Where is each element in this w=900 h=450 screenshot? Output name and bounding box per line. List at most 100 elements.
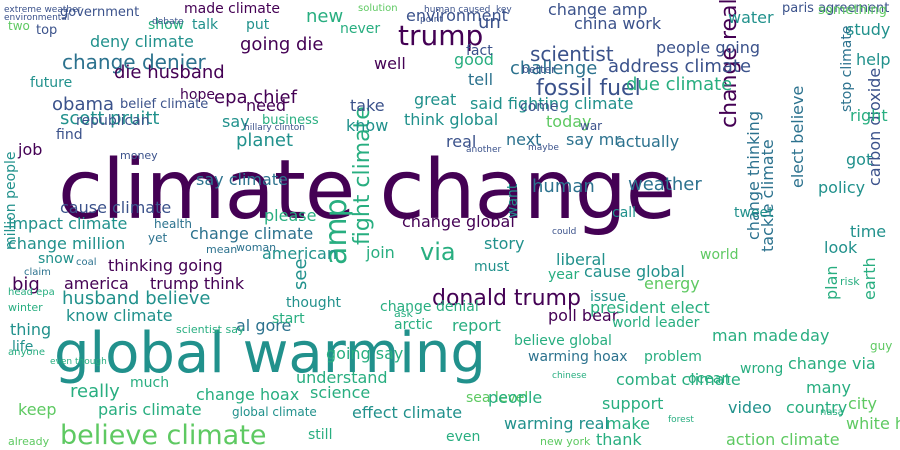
word-business: business xyxy=(262,113,319,128)
word-water: water xyxy=(728,8,774,27)
word-change-climate: change climate xyxy=(190,224,314,243)
word-much: much xyxy=(130,375,170,391)
word-say: say xyxy=(222,112,250,131)
word-keep: keep xyxy=(18,400,57,419)
word-arctic: arctic xyxy=(394,317,433,333)
word-real: real xyxy=(446,132,477,151)
word-think-global: think global xyxy=(404,110,499,129)
word-need: need xyxy=(246,96,286,115)
word-world: world xyxy=(700,247,739,263)
word-going-say: going say xyxy=(326,344,404,363)
word-global-warming: global warming xyxy=(54,321,486,386)
word-weather: weather xyxy=(628,174,702,195)
word-environmental: environmental xyxy=(4,13,70,23)
word-un: un xyxy=(478,12,501,33)
word-due-climate: due climate xyxy=(626,74,733,95)
word-say-climate: say climate xyxy=(196,170,288,189)
word-poll-bear: poll bear xyxy=(548,306,619,325)
word-risk: risk xyxy=(840,275,860,288)
word-great: great xyxy=(414,90,457,109)
word-die-husband: die husband xyxy=(114,62,225,83)
word-life: life xyxy=(12,339,34,355)
word-help: help xyxy=(856,50,891,69)
word-snow: snow xyxy=(38,251,75,267)
word-paris-climate: paris climate xyxy=(98,400,202,419)
word-man-made: man made xyxy=(712,326,799,345)
word-story: story xyxy=(484,234,525,253)
word-thing: thing xyxy=(10,320,52,339)
word-something: something xyxy=(818,3,887,18)
word-ocean: ocean xyxy=(688,371,731,387)
word-guy: guy xyxy=(870,339,893,353)
word-point: point xyxy=(420,15,443,25)
word-still: still xyxy=(308,427,333,443)
word-mean: mean xyxy=(206,243,238,256)
word-anyone: anyone xyxy=(8,347,45,358)
word-please: please xyxy=(264,206,317,225)
word-coal: coal xyxy=(76,257,97,268)
word-husband-believe: husband believe xyxy=(62,288,211,309)
word-cause-global: cause global xyxy=(584,262,685,281)
word-challenge: challenge xyxy=(510,58,598,79)
word-put: put xyxy=(246,17,270,33)
word-money: money xyxy=(120,149,158,162)
word-via: via xyxy=(420,238,456,266)
word-nasa: nasa xyxy=(820,407,844,418)
word-well: well xyxy=(374,54,406,73)
word-believe-global: believe global xyxy=(514,333,612,349)
word-combat-climate: combat climate xyxy=(616,370,741,389)
word-world-leader: world leader xyxy=(612,315,700,331)
word-call: call xyxy=(612,205,637,221)
word-deny-climate: deny climate xyxy=(90,32,194,51)
word-paris-agreement: paris agreement xyxy=(782,1,890,16)
word-change-amp: change amp xyxy=(548,0,648,19)
word-time: time xyxy=(850,222,887,241)
word-good: good xyxy=(454,50,494,69)
word-science: science xyxy=(310,383,371,402)
word-america: america xyxy=(64,274,129,293)
word-human: human xyxy=(532,176,595,197)
word-planet: planet xyxy=(236,130,293,151)
word-want: want xyxy=(505,183,521,218)
word-woman: woman xyxy=(236,241,277,254)
word-change-global: change global xyxy=(402,212,515,231)
word-country: country xyxy=(786,398,848,417)
word-al-gore: al gore xyxy=(236,316,292,335)
word-stop-climate: stop climate xyxy=(839,25,855,112)
word-fact: fact xyxy=(466,43,493,59)
word-city: city xyxy=(848,394,877,413)
word-support: support xyxy=(602,394,664,413)
word-head-epa: head epa xyxy=(8,287,55,298)
word-even: even xyxy=(446,429,481,445)
word-government: government xyxy=(60,5,140,20)
word-change-via: change via xyxy=(788,354,876,373)
word-cause-climate: cause climate xyxy=(60,198,172,217)
word-say-mr: say mr xyxy=(566,130,621,149)
word-environment: environment xyxy=(406,6,508,25)
word-change-hoax: change hoax xyxy=(196,385,300,404)
word-health: health xyxy=(154,217,192,231)
word-got: got xyxy=(846,150,873,169)
word-job: job xyxy=(18,140,43,159)
word-belief-climate: belief climate xyxy=(120,97,209,112)
word-republican: republican xyxy=(76,113,150,129)
word-look: look xyxy=(824,238,858,257)
word-winter: winter xyxy=(8,301,43,314)
word-climate-change: climate change xyxy=(58,143,676,238)
word-future: future xyxy=(30,75,73,91)
word-global-climate: global climate xyxy=(232,405,317,419)
word-scientist: scientist xyxy=(530,42,614,66)
word-could: could xyxy=(552,227,577,237)
word-human-caused: human caused xyxy=(424,5,491,15)
word-find: find xyxy=(56,127,83,143)
word-earth: earth xyxy=(860,257,879,300)
word-white-house: white house xyxy=(846,414,900,433)
word-another: another xyxy=(466,145,502,155)
word-thought: thought xyxy=(286,295,342,311)
word-report: report xyxy=(452,316,501,335)
word-really: really xyxy=(70,381,120,402)
word-right: right xyxy=(850,106,888,125)
word-scott-pruitt: scott pruitt xyxy=(60,108,160,129)
word-yet: yet xyxy=(148,231,168,245)
word-many: many xyxy=(806,378,851,397)
